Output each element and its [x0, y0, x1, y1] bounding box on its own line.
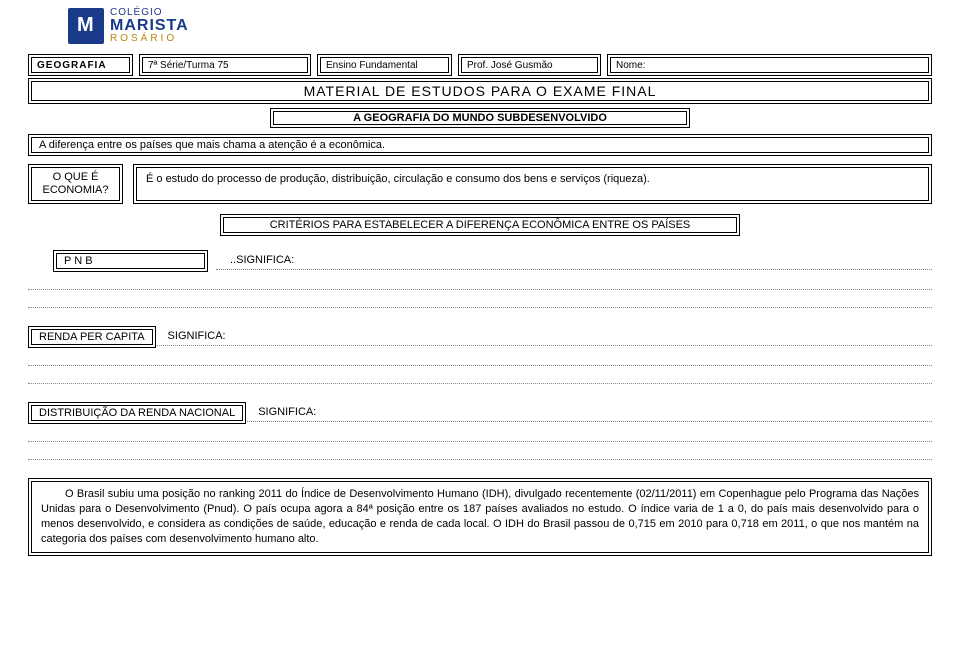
- pnb-block: P N B ..SIGNIFICA:: [28, 250, 932, 308]
- blank-line: [28, 428, 932, 442]
- renda-sig: SIGNIFICA:: [168, 330, 226, 342]
- renda-label: RENDA PER CAPITA: [28, 326, 156, 348]
- nome-box: Nome:: [607, 54, 932, 76]
- renda-sig-line: SIGNIFICA:: [154, 330, 932, 346]
- logo-line3: ROSÁRIO: [110, 34, 189, 44]
- pnb-label: P N B: [53, 250, 208, 272]
- pnb-sig-line: ..SIGNIFICA:: [216, 254, 932, 270]
- blank-line: [28, 352, 932, 366]
- dist-label: DISTRIBUIÇÃO DA RENDA NACIONAL: [28, 402, 246, 424]
- main-title: MATERIAL DE ESTUDOS PARA O EXAME FINAL: [28, 78, 932, 104]
- blank-line: [28, 276, 932, 290]
- subtitle-box: A GEOGRAFIA DO MUNDO SUBDESENVOLVIDO: [270, 108, 690, 128]
- intro-box: A diferença entre os países que mais cha…: [28, 134, 932, 156]
- school-logo: COLÉGIO MARISTA ROSÁRIO: [68, 8, 932, 44]
- dist-sig-line: SIGNIFICA:: [244, 406, 932, 422]
- criteria-box: CRITÉRIOS PARA ESTABELECER A DIFERENÇA E…: [220, 214, 740, 236]
- logo-mark: [68, 8, 104, 44]
- pnb-sig: ..SIGNIFICA:: [230, 254, 294, 266]
- definition-answer: É o estudo do processo de produção, dist…: [133, 164, 932, 204]
- blank-line: [28, 370, 932, 384]
- definition-row: O QUE É ECONOMIA? É o estudo do processo…: [28, 164, 932, 204]
- dist-block: DISTRIBUIÇÃO DA RENDA NACIONAL SIGNIFICA…: [28, 402, 932, 460]
- blank-line: [28, 294, 932, 308]
- logo-text: COLÉGIO MARISTA ROSÁRIO: [110, 8, 189, 44]
- prof-box: Prof. José Gusmão: [458, 54, 601, 76]
- meta-row: GEOGRAFIA 7ª Série/Turma 75 Ensino Funda…: [28, 54, 932, 76]
- ensino-box: Ensino Fundamental: [317, 54, 452, 76]
- renda-block: RENDA PER CAPITA SIGNIFICA:: [28, 326, 932, 384]
- paragraph-text: O Brasil subiu uma posição no ranking 20…: [41, 487, 919, 546]
- paragraph-box: O Brasil subiu uma posição no ranking 20…: [28, 478, 932, 555]
- serie-box: 7ª Série/Turma 75: [139, 54, 311, 76]
- logo-line2: MARISTA: [110, 18, 189, 34]
- dist-sig: SIGNIFICA:: [258, 406, 316, 418]
- subject-box: GEOGRAFIA: [28, 54, 133, 76]
- blank-line: [28, 446, 932, 460]
- definition-question: O QUE É ECONOMIA?: [28, 164, 123, 204]
